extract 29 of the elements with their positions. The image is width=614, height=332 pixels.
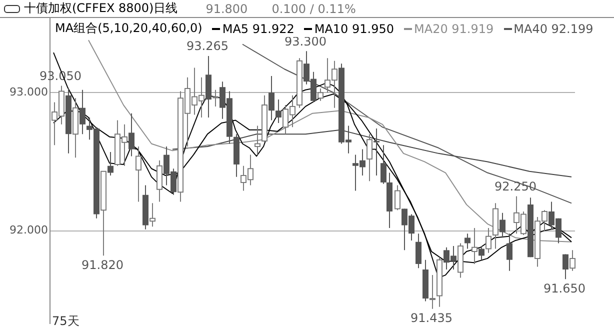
legend-title: MA组合(5,10,20,40,60,0) <box>55 20 202 37</box>
text: 0.100 / 0.11% <box>272 2 356 16</box>
candlestick <box>374 128 380 176</box>
annotation: 91.820 <box>82 258 124 272</box>
candlestick <box>108 152 114 176</box>
candlestick <box>268 76 274 121</box>
chart-title: 十債加权(CFFEX 8800)日线 <box>24 0 178 17</box>
annotation: 93.265 <box>186 39 228 54</box>
text: 91.800 <box>206 2 248 16</box>
annotation: 75天 <box>52 313 80 330</box>
annotation: 91.650 <box>544 281 586 296</box>
candlestick <box>128 112 134 157</box>
annotation: 93.300 <box>284 34 326 48</box>
legend-label: MA5 91.922 <box>222 22 294 36</box>
candlestick <box>80 89 86 135</box>
y-tick-label: 92.000 <box>10 224 48 237</box>
legend-label: MA10 91.950 <box>314 22 394 36</box>
candlestick <box>500 212 506 238</box>
candlestick <box>380 144 386 184</box>
y-tick-label: 93.000 <box>10 85 48 98</box>
legend-label: MA20 91.919 <box>414 22 494 36</box>
candlestick <box>416 233 422 269</box>
candlestick <box>464 233 470 250</box>
legend-label: MA40 92.199 <box>514 22 594 36</box>
candlestick <box>478 246 484 260</box>
candlestick <box>562 254 568 280</box>
annotation: 91.435 <box>410 311 452 326</box>
candlestick <box>506 233 512 272</box>
candlestick <box>276 99 282 124</box>
